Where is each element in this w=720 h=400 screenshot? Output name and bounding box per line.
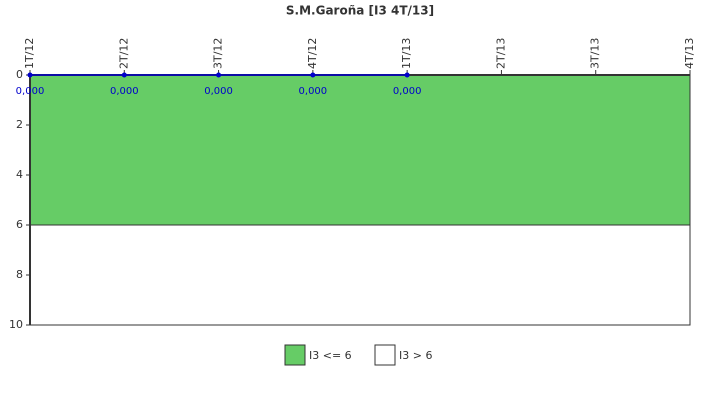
band: [29, 224, 691, 326]
legend-label: I3 > 6: [399, 349, 432, 362]
x-tick-label: 1T/13: [400, 38, 413, 69]
x-tick-label: 2T/12: [117, 38, 130, 69]
x-tick-label: 4T/13: [683, 38, 696, 69]
y-tick-label: 8: [16, 268, 23, 281]
point: [27, 72, 33, 78]
value-label: 0,000: [393, 86, 422, 97]
x-tick-label: 1T/12: [23, 38, 36, 69]
y-tick-label: 6: [16, 218, 23, 231]
x-tick-label: 3T/13: [589, 38, 602, 69]
x-tick-label: 3T/12: [212, 38, 225, 69]
x-tick-label: 2T/13: [494, 38, 507, 69]
value-label: 0,000: [16, 86, 45, 97]
chart-title: S.M.Garoña [I3 4T/13]: [286, 4, 434, 18]
legend-label: I3 <= 6: [309, 349, 352, 362]
value-label: 0,000: [204, 86, 233, 97]
point: [121, 72, 127, 78]
x-tick-label: 4T/12: [306, 38, 319, 69]
point: [216, 72, 222, 78]
y-tick-label: 10: [9, 318, 23, 331]
y-tick-label: 2: [16, 118, 23, 131]
value-label: 0,000: [299, 86, 328, 97]
legend-swatch: [374, 344, 396, 366]
point: [404, 72, 410, 78]
value-label: 0,000: [110, 86, 139, 97]
point: [310, 72, 316, 78]
y-tick-label: 4: [16, 168, 23, 181]
y-tick-label: 0: [16, 68, 23, 81]
legend-swatch: [284, 344, 306, 366]
band: [29, 74, 691, 226]
